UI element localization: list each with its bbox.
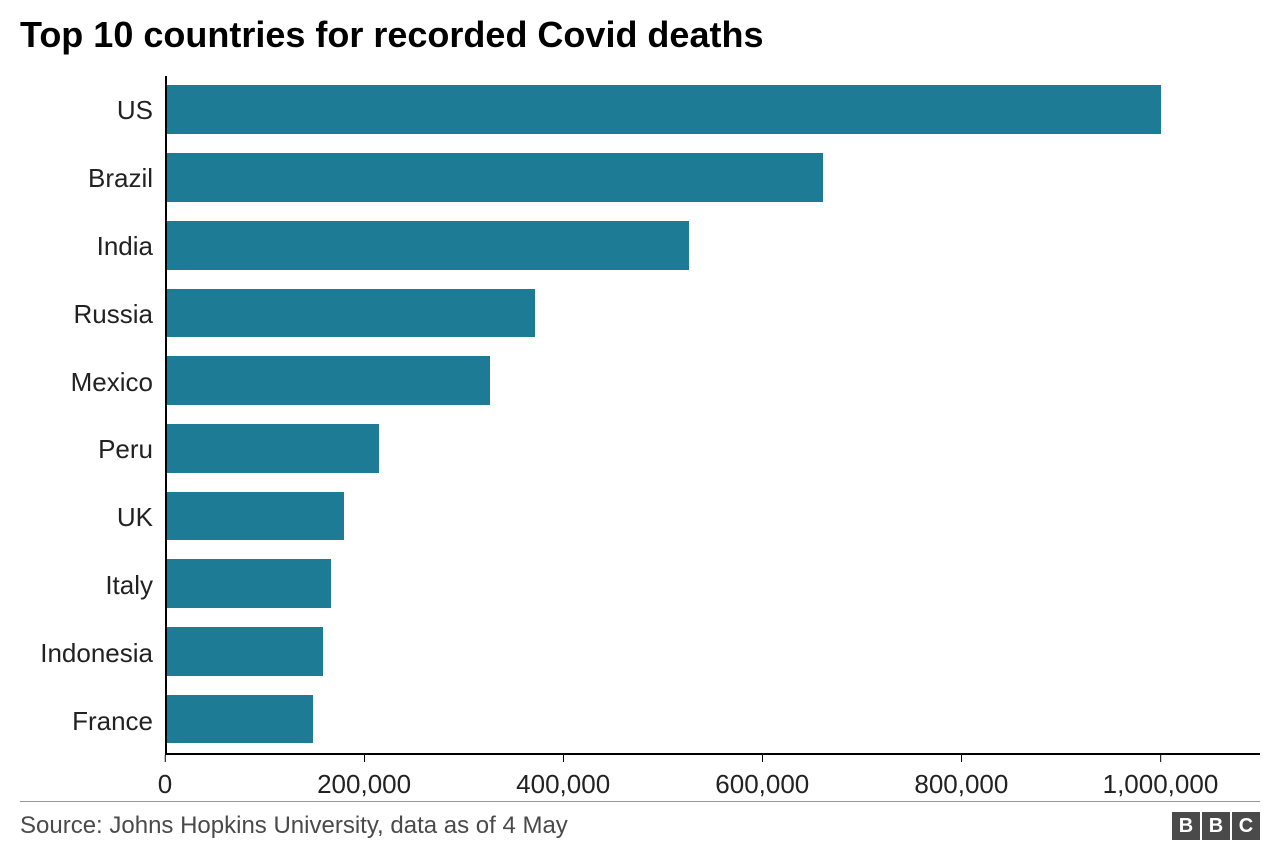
- y-axis-label: Indonesia: [40, 640, 153, 666]
- chart-title: Top 10 countries for recorded Covid deat…: [20, 14, 1260, 56]
- x-tick: 800,000: [914, 755, 1008, 800]
- bar: [167, 85, 1161, 134]
- y-axis-label: US: [117, 97, 153, 123]
- x-tick-label: 1,000,000: [1103, 769, 1219, 800]
- y-axis-label: Russia: [74, 301, 153, 327]
- x-tick: 600,000: [715, 755, 809, 800]
- bar-row: [167, 282, 1260, 343]
- bar-row: [167, 418, 1260, 479]
- chart-container: Top 10 countries for recorded Covid deat…: [0, 0, 1280, 854]
- y-axis-label: Peru: [98, 436, 153, 462]
- bbc-logo-block: B: [1172, 812, 1200, 840]
- source-text: Source: Johns Hopkins University, data a…: [20, 812, 568, 840]
- plot-area: [165, 76, 1260, 755]
- bar-row: [167, 689, 1260, 750]
- x-tick: 200,000: [317, 755, 411, 800]
- bar-row: [167, 553, 1260, 614]
- x-tick-label: 200,000: [317, 769, 411, 800]
- y-axis-label: Italy: [105, 572, 153, 598]
- x-tick-label: 600,000: [715, 769, 809, 800]
- y-axis-label: UK: [117, 504, 153, 530]
- x-tick: 1,000,000: [1103, 755, 1219, 800]
- x-tick-mark: [563, 755, 564, 762]
- bbc-logo: BBC: [1172, 812, 1260, 840]
- chart-area: US Brazil India Russia Mexico Peru UK Italy Indo…: [20, 76, 1260, 755]
- x-tick-label: 400,000: [516, 769, 610, 800]
- y-axis-label: France: [72, 708, 153, 734]
- x-tick-label: 800,000: [914, 769, 1008, 800]
- x-tick-mark: [364, 755, 365, 762]
- x-tick-mark: [165, 755, 166, 762]
- bar-row: [167, 350, 1260, 411]
- bar: [167, 153, 823, 202]
- bar: [167, 289, 535, 338]
- bar: [167, 221, 689, 270]
- x-tick-label: 0: [158, 769, 172, 800]
- bar-row: [167, 486, 1260, 547]
- bars-group: [167, 76, 1260, 753]
- x-tick-mark: [1160, 755, 1161, 762]
- bar: [167, 559, 331, 608]
- bar: [167, 424, 379, 473]
- chart-footer: Source: Johns Hopkins University, data a…: [20, 801, 1260, 854]
- bar: [167, 356, 490, 405]
- bar-row: [167, 621, 1260, 682]
- x-tick: 0: [158, 755, 172, 800]
- x-axis: 0200,000400,000600,000800,0001,000,000: [165, 755, 1260, 801]
- bar: [167, 627, 323, 676]
- y-axis-label: Brazil: [88, 165, 153, 191]
- bbc-logo-block: C: [1232, 812, 1260, 840]
- bar-row: [167, 79, 1260, 140]
- bar-row: [167, 215, 1260, 276]
- x-tick-mark: [961, 755, 962, 762]
- x-tick-mark: [762, 755, 763, 762]
- y-axis-label: Mexico: [71, 369, 153, 395]
- x-tick: 400,000: [516, 755, 610, 800]
- bar: [167, 492, 344, 541]
- bar-row: [167, 147, 1260, 208]
- bar: [167, 695, 313, 744]
- y-axis-label: India: [97, 233, 153, 259]
- bbc-logo-block: B: [1202, 812, 1230, 840]
- y-axis-labels: US Brazil India Russia Mexico Peru UK Italy Indo…: [20, 76, 165, 755]
